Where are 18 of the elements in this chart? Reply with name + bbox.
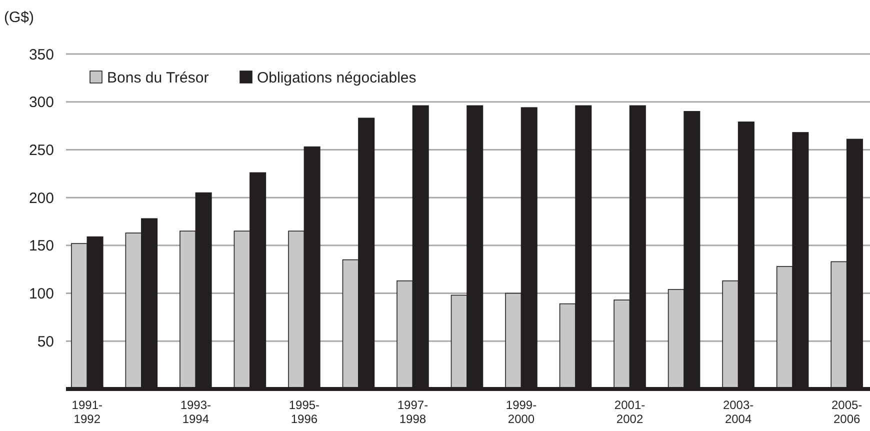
y-tick-label: 300 xyxy=(28,94,54,112)
y-tick-label: 100 xyxy=(28,286,54,303)
x-tick-label: 1993-1994 xyxy=(180,398,212,426)
x-tick-label: 1991-1992 xyxy=(72,398,103,426)
x-tick-label: 1995-1996 xyxy=(288,398,320,426)
x-tick-label: 2003-2004 xyxy=(722,398,754,426)
legend-label: Bons du Trésor xyxy=(107,69,209,86)
y-tick-label: 50 xyxy=(37,333,54,350)
y-tick-label: 350 xyxy=(28,46,54,64)
y-tick-label: 200 xyxy=(28,190,54,207)
x-tick-label: 2001-2002 xyxy=(614,398,646,426)
x-tick-label: 1999-2000 xyxy=(506,398,537,426)
y-tick-label: 250 xyxy=(28,142,54,159)
legend-label: Obligations négociables xyxy=(257,69,416,86)
x-tick-label: 1997-1998 xyxy=(397,398,428,426)
y-axis-title: (G$) xyxy=(4,9,34,26)
x-tick-label: 2005-2006 xyxy=(831,398,862,426)
y-tick-label: 150 xyxy=(28,238,54,255)
